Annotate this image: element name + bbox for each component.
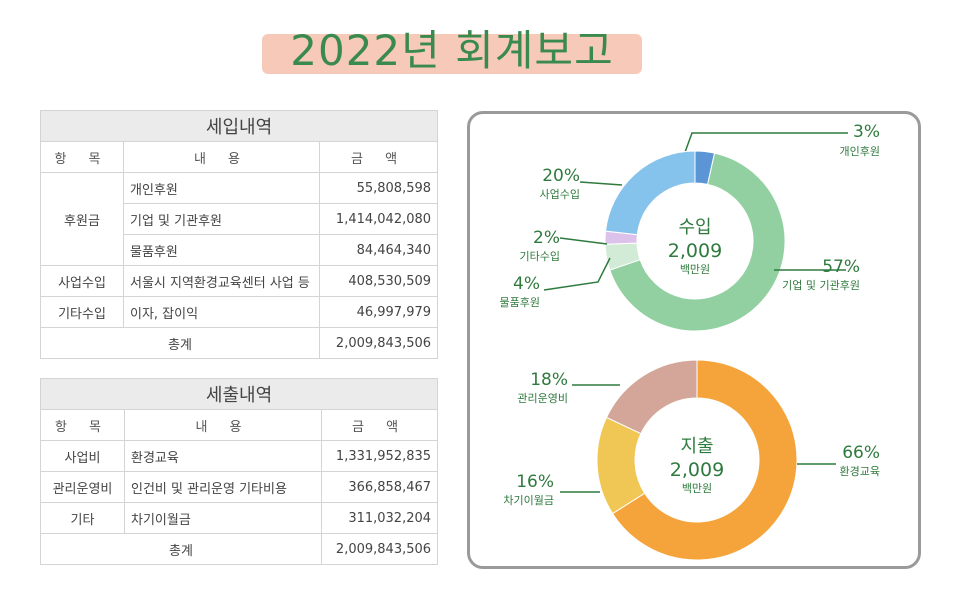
expense-header-row: 항 목 내 용 금 액 — [40, 409, 439, 441]
table-row: 기타 차기이월금 311,032,204 — [40, 502, 439, 534]
expense-header-amount: 금 액 — [320, 409, 439, 441]
table-row: 사업수입 서울시 지역환경교육센터 사업 등 408,530,509 — [40, 265, 439, 297]
donut-center-unit: 백만원 — [682, 482, 712, 495]
slice-category-label: 환경교육 — [840, 465, 880, 478]
donut-center-title: 지출 — [680, 436, 713, 457]
income-table: 세입내역 항 목 내 용 금 액 후원금 개인후원 55,808,598 기업 … — [39, 110, 439, 359]
income-group-label: 후원금 — [40, 172, 124, 266]
slice-percent-label: 20% — [542, 166, 580, 186]
income-category: 기타수입 — [40, 296, 124, 328]
expense-total-row: 총계 2,009,843,506 — [40, 533, 439, 565]
slice-percent-label: 4% — [513, 274, 540, 294]
income-header-amount: 금 액 — [318, 141, 439, 173]
table-row: 기업 및 기관후원 1,414,042,080 — [41, 203, 439, 235]
donut-slice — [604, 150, 696, 236]
income-amount: 46,997,979 — [318, 296, 439, 328]
income-item: 기업 및 기관후원 — [123, 203, 320, 235]
leader-line — [559, 237, 608, 245]
slice-category-label: 관리운영비 — [517, 392, 568, 405]
income-item: 개인후원 — [123, 172, 320, 204]
expense-total-label: 총계 — [40, 533, 322, 565]
income-total-label: 총계 — [40, 327, 320, 359]
donut-slice — [605, 359, 698, 435]
income-category: 사업수입 — [40, 265, 124, 297]
slice-percent-label: 18% — [530, 370, 568, 390]
donut-center-unit: 백만원 — [680, 263, 710, 276]
expense-total-amount: 2,009,843,506 — [320, 533, 439, 565]
income-amount: 1,414,042,080 — [318, 203, 439, 235]
expense-table: 세출내역 항 목 내 용 금 액 사업비 환경교육 1,331,952,835 … — [39, 378, 439, 565]
slice-category-label: 사업수입 — [540, 188, 580, 201]
income-header-category: 항 목 — [40, 141, 124, 173]
income-total-row: 총계 2,009,843,506 — [40, 327, 439, 359]
income-section-title: 세입내역 — [39, 110, 439, 142]
expense-amount: 366,858,467 — [320, 471, 439, 503]
slice-percent-label: 66% — [842, 443, 880, 463]
expense-item: 환경교육 — [124, 440, 322, 472]
title-highlight — [262, 34, 642, 74]
donut-center-title: 수입 — [678, 217, 711, 238]
table-row: 물품후원 84,464,340 — [41, 234, 439, 266]
income-item: 물품후원 — [123, 234, 320, 266]
income-amount: 408,530,509 — [318, 265, 439, 297]
leader-line — [579, 181, 623, 186]
slice-percent-label: 2% — [533, 228, 560, 248]
income-item: 이자, 잡이익 — [123, 296, 320, 328]
table-row: 사업비 환경교육 1,331,952,835 — [40, 440, 439, 472]
table-row: 관리운영비 인건비 및 관리운영 기타비용 366,858,467 — [40, 471, 439, 503]
expense-amount: 1,331,952,835 — [320, 440, 439, 472]
donut-center-value: 2,009 — [670, 459, 724, 481]
expense-category: 관리운영비 — [40, 471, 125, 503]
slice-percent-label: 57% — [822, 257, 860, 277]
page-title: 2022년 회계보고 — [290, 26, 614, 75]
expense-item: 차기이월금 — [124, 502, 322, 534]
income-donut: 3% 개인후원 57% 기업 및 기관후원 4% 물품후원 2% 기타수입 20% 사업수입수입2… — [500, 122, 880, 332]
income-total-amount: 2,009,843,506 — [318, 327, 439, 359]
slice-category-label: 차기이월금 — [503, 494, 554, 507]
income-item: 서울시 지역환경교육센터 사업 등 — [123, 265, 320, 297]
expense-item: 인건비 및 관리운영 기타비용 — [124, 471, 322, 503]
donut-slice — [611, 359, 798, 561]
title-block: 2022년 회계보고 — [262, 22, 642, 80]
slice-category-label: 개인후원 — [840, 145, 880, 158]
slice-category-label: 기업 및 기관후원 — [782, 279, 860, 292]
slice-category-label: 기타수입 — [520, 250, 560, 263]
table-row: 후원금 개인후원 55,808,598 — [40, 172, 439, 266]
donut-center-value: 2,009 — [668, 240, 722, 262]
slice-category-label: 물품후원 — [500, 296, 540, 309]
donut-slice — [609, 152, 786, 332]
slice-percent-label: 3% — [853, 122, 880, 142]
leader-line — [683, 132, 848, 156]
slice-percent-label: 16% — [516, 472, 554, 492]
income-amount: 84,464,340 — [318, 234, 439, 266]
table-row: 기타수입 이자, 잡이익 46,997,979 — [40, 296, 439, 328]
leader-line — [543, 257, 611, 291]
chart-panel — [467, 111, 921, 569]
expense-category: 사업비 — [40, 440, 125, 472]
